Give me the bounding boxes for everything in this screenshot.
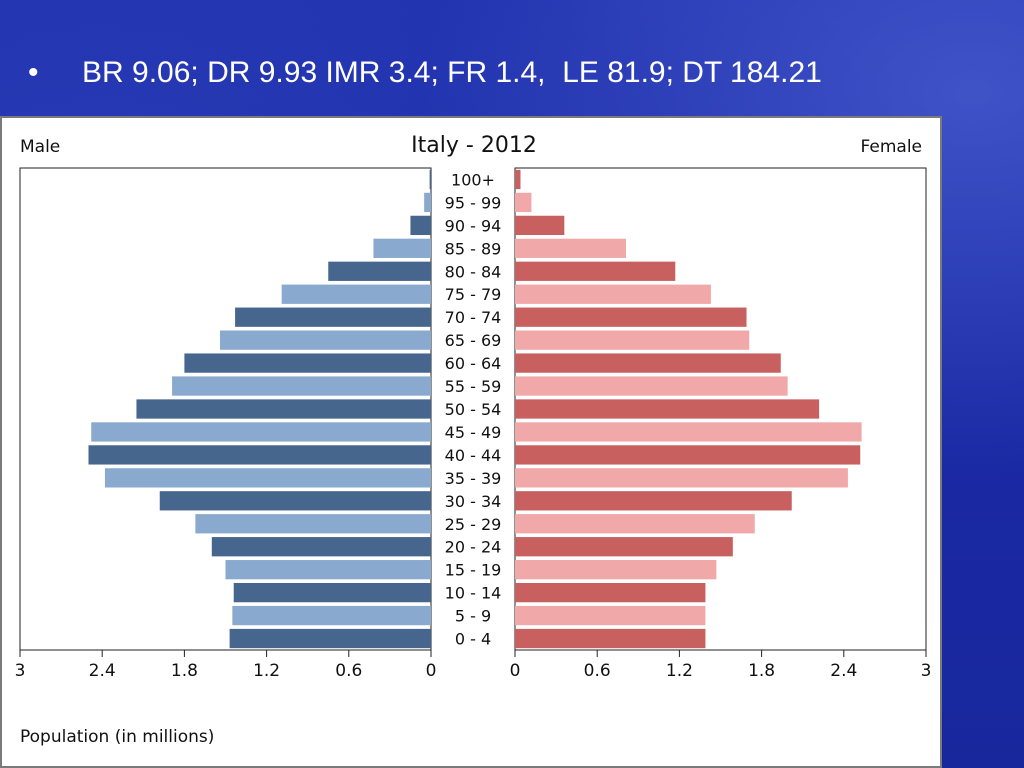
male-bar-5-9 bbox=[232, 605, 431, 626]
male-bar-25-29 bbox=[195, 514, 431, 534]
x-axis-label: Population (in millions) bbox=[20, 727, 214, 747]
age-group-label: 5 - 9 bbox=[455, 607, 491, 626]
x-tick-label: 0 bbox=[426, 661, 437, 681]
age-group-label: 25 - 29 bbox=[445, 515, 502, 534]
age-group-label: 90 - 94 bbox=[445, 216, 502, 235]
age-group-label: 60 - 64 bbox=[445, 354, 502, 373]
x-tick-label: 1.2 bbox=[666, 661, 693, 681]
age-group-label: 80 - 84 bbox=[445, 262, 502, 281]
age-group-label: 30 - 34 bbox=[445, 492, 502, 511]
x-tick-label: 3 bbox=[15, 661, 26, 681]
age-group-label: 50 - 54 bbox=[445, 400, 502, 419]
x-tick-label: 0 bbox=[510, 661, 521, 681]
x-tick-label: 2.4 bbox=[89, 661, 116, 681]
age-group-label: 10 - 14 bbox=[445, 584, 502, 603]
x-tick-label: 1.2 bbox=[253, 661, 280, 681]
female-bar-15-19 bbox=[515, 560, 717, 580]
female-bar-25-29 bbox=[515, 514, 755, 534]
female-bar-85-89 bbox=[515, 238, 626, 258]
age-group-label: 15 - 19 bbox=[445, 561, 502, 580]
age-group-label: 55 - 59 bbox=[445, 377, 502, 396]
male-bar-40-44 bbox=[88, 445, 431, 465]
male-label: Male bbox=[20, 137, 60, 157]
male-bar-35-39 bbox=[104, 468, 431, 488]
age-group-label: 95 - 99 bbox=[445, 193, 502, 212]
female-bar-0-4 bbox=[515, 628, 706, 649]
male-bar-30-34 bbox=[159, 491, 432, 511]
age-group-label: 45 - 49 bbox=[445, 423, 502, 442]
age-group-label: 35 - 39 bbox=[445, 469, 502, 488]
male-bar-90-94 bbox=[410, 215, 431, 236]
female-label: Female bbox=[861, 137, 922, 157]
male-bar-80-84 bbox=[328, 261, 431, 281]
male-bar-10-14 bbox=[233, 582, 431, 603]
x-tick-label: 1.8 bbox=[171, 661, 198, 681]
male-bar-45-49 bbox=[91, 422, 432, 442]
x-tick-label: 2.4 bbox=[830, 661, 857, 681]
female-bar-75-79 bbox=[515, 284, 711, 304]
female-bar-70-74 bbox=[515, 307, 747, 327]
female-bar-100+ bbox=[515, 169, 521, 190]
x-tick-label: 0.6 bbox=[335, 661, 362, 681]
pyramid-svg: Male Italy - 2012 Female Population (in … bbox=[15, 133, 932, 747]
age-group-label: 40 - 44 bbox=[445, 446, 502, 465]
male-bar-95-99 bbox=[424, 192, 431, 213]
x-tick-label: 1.8 bbox=[748, 661, 775, 681]
female-bar-35-39 bbox=[515, 468, 848, 488]
age-group-label: 65 - 69 bbox=[445, 331, 502, 350]
male-bar-100+ bbox=[429, 169, 431, 190]
male-bar-65-69 bbox=[220, 330, 431, 350]
female-bar-55-59 bbox=[515, 376, 788, 396]
female-bar-40-44 bbox=[515, 445, 861, 465]
male-bar-55-59 bbox=[172, 376, 431, 396]
female-bar-45-49 bbox=[515, 422, 862, 442]
chart-title: Italy - 2012 bbox=[411, 133, 537, 158]
male-bar-0-4 bbox=[229, 628, 431, 649]
male-bar-60-64 bbox=[184, 353, 431, 373]
age-group-label: 85 - 89 bbox=[445, 239, 502, 258]
male-bar-50-54 bbox=[136, 399, 431, 419]
age-group-label: 70 - 74 bbox=[445, 308, 502, 327]
slide-bullet-text: • BR 9.06; DR 9.93 IMR 3.4; FR 1.4, LE 81… bbox=[28, 56, 822, 90]
age-group-label: 100+ bbox=[451, 170, 495, 189]
female-bar-80-84 bbox=[515, 261, 676, 281]
male-bar-70-74 bbox=[235, 307, 431, 327]
female-bar-60-64 bbox=[515, 353, 781, 373]
x-tick-label: 3 bbox=[921, 661, 932, 681]
female-bar-65-69 bbox=[515, 330, 750, 350]
female-bar-50-54 bbox=[515, 399, 820, 419]
female-bar-5-9 bbox=[515, 605, 706, 626]
female-bar-90-94 bbox=[515, 215, 565, 236]
female-bar-20-24 bbox=[515, 537, 733, 557]
age-group-label: 0 - 4 bbox=[455, 630, 491, 649]
age-group-label: 75 - 79 bbox=[445, 285, 502, 304]
age-group-label: 20 - 24 bbox=[445, 538, 502, 557]
x-tick-label: 0.6 bbox=[584, 661, 611, 681]
male-bar-75-79 bbox=[281, 284, 431, 304]
male-bar-15-19 bbox=[225, 560, 431, 580]
slide-stats-text: BR 9.06; DR 9.93 IMR 3.4; FR 1.4, LE 81.… bbox=[82, 56, 822, 89]
female-bar-10-14 bbox=[515, 582, 706, 603]
male-bar-20-24 bbox=[211, 537, 431, 557]
population-pyramid-chart: Male Italy - 2012 Female Population (in … bbox=[0, 116, 942, 768]
male-bar-85-89 bbox=[373, 238, 431, 258]
female-bar-30-34 bbox=[515, 491, 792, 511]
bullet-marker: • bbox=[28, 56, 39, 89]
female-bar-95-99 bbox=[515, 192, 532, 213]
